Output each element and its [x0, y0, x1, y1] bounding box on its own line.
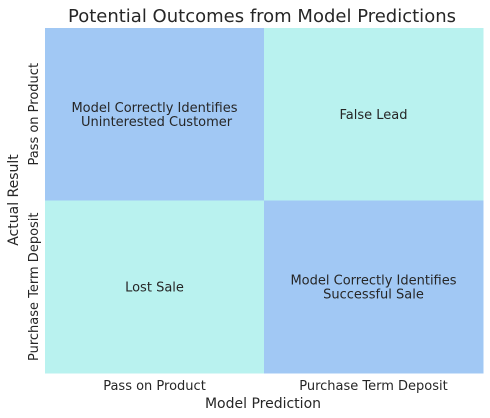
heatmap-cell-r1-c0 — [45, 200, 265, 374]
cell-label-r0-c0-line0: Model Correctly Identifies — [71, 101, 237, 116]
x-axis-title: Model Prediction — [205, 396, 321, 412]
cell-label-r1-c1-line1: Successful Sale — [323, 287, 424, 302]
y-tick-purchase-term-deposit: Purchase Term Deposit — [27, 212, 42, 361]
heatmap-cell-r0-c1 — [264, 28, 484, 201]
heatmap-cells — [45, 28, 484, 374]
heatmap-cell-r0-c0 — [45, 28, 265, 201]
x-tick-purchase-term-deposit: Purchase Term Deposit — [299, 379, 448, 394]
x-tick-pass-on-product: Pass on Product — [103, 379, 206, 394]
y-tick-pass-on-product: Pass on Product — [27, 63, 42, 166]
x-tick-labels: Pass on Product Purchase Term Deposit — [103, 379, 448, 394]
cell-label-r0-c1-line0: False Lead — [340, 108, 408, 123]
y-axis-title: Actual Result — [6, 154, 22, 246]
cell-label-r1-c0-line0: Lost Sale — [125, 280, 184, 295]
cell-label-r1-c1-line0: Model Correctly Identifies — [290, 273, 456, 288]
cell-labels: Model Correctly Identifies Uninterested … — [71, 101, 456, 303]
y-tick-labels: Pass on Product Purchase Term Deposit — [27, 63, 42, 361]
heatmap-cell-r1-c1 — [264, 200, 484, 374]
cell-label-r0-c0-line1: Uninterested Customer — [77, 115, 233, 130]
chart-title: Potential Outcomes from Model Prediction… — [68, 6, 456, 27]
